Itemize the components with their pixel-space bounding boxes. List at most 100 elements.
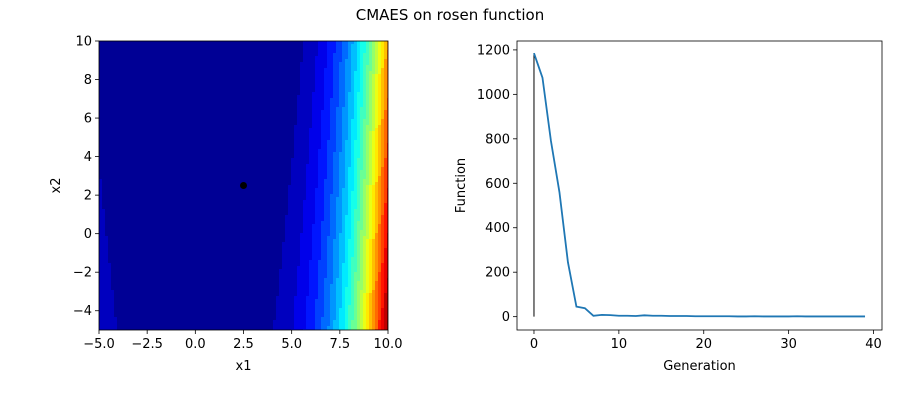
heatmap-cell xyxy=(315,62,319,66)
heatmap-cell xyxy=(348,143,352,147)
heatmap-cell xyxy=(216,188,220,192)
heatmap-cell xyxy=(186,134,190,138)
heatmap-cell xyxy=(147,56,151,60)
heatmap-cell xyxy=(330,56,334,60)
heatmap-cell xyxy=(126,167,130,171)
heatmap-cell xyxy=(135,131,139,135)
heatmap-cell xyxy=(111,68,115,72)
heatmap-cell xyxy=(174,101,178,105)
heatmap-cell xyxy=(102,53,106,57)
heatmap-cell xyxy=(111,119,115,123)
heatmap-cell xyxy=(198,68,202,72)
heatmap-cell xyxy=(243,173,247,177)
heatmap-cell xyxy=(165,125,169,129)
heatmap-cell xyxy=(333,176,337,180)
heatmap-cell xyxy=(294,131,298,135)
heatmap-cell xyxy=(123,65,127,69)
heatmap-cell xyxy=(153,158,157,162)
heatmap-cell xyxy=(132,104,136,108)
heatmap-cell xyxy=(111,149,115,153)
heatmap-cell xyxy=(348,95,352,99)
heatmap-cell xyxy=(369,179,373,183)
heatmap-cell xyxy=(366,188,370,192)
heatmap-cell xyxy=(108,95,112,99)
heatmap-cell xyxy=(216,122,220,126)
heatmap-cell xyxy=(168,65,172,69)
heatmap-cell xyxy=(195,116,199,120)
heatmap-cell xyxy=(159,182,163,186)
heatmap-cell xyxy=(183,53,187,57)
heatmap-cell xyxy=(111,77,115,81)
heatmap-cell xyxy=(252,161,256,165)
heatmap-cell xyxy=(147,122,151,126)
heatmap-cell xyxy=(315,155,319,159)
heatmap-cell xyxy=(108,179,112,183)
heatmap-cell xyxy=(285,74,289,78)
heatmap-cell xyxy=(183,104,187,108)
heatmap-cell xyxy=(117,158,121,162)
heatmap-cell xyxy=(204,146,208,150)
heatmap-cell xyxy=(180,179,184,183)
heatmap-cell xyxy=(276,164,280,168)
heatmap-cell xyxy=(243,98,247,102)
heatmap-cell xyxy=(153,50,157,54)
heatmap-cell xyxy=(345,74,349,78)
heatmap-cell xyxy=(156,95,160,99)
heatmap-cell xyxy=(216,167,220,171)
heatmap-cell xyxy=(369,65,373,69)
heatmap-cell xyxy=(330,149,334,153)
heatmap-cell xyxy=(156,131,160,135)
heatmap-cell xyxy=(375,62,379,66)
heatmap-cell xyxy=(114,131,118,135)
heatmap-cell xyxy=(150,80,154,84)
heatmap-cell xyxy=(174,164,178,168)
heatmap-cell xyxy=(363,158,367,162)
heatmap-cell xyxy=(120,158,124,162)
heatmap-cell xyxy=(180,98,184,102)
heatmap-cell xyxy=(174,80,178,84)
heatmap-cell xyxy=(126,152,130,156)
heatmap-cell xyxy=(288,155,292,159)
heatmap-cell xyxy=(246,77,250,81)
heatmap-cell xyxy=(114,179,118,183)
heatmap-cell xyxy=(372,107,376,111)
heatmap-cell xyxy=(285,182,289,186)
heatmap-cell xyxy=(303,131,307,135)
heatmap-cell xyxy=(117,182,121,186)
heatmap-cell xyxy=(360,182,364,186)
heatmap-cell xyxy=(240,65,244,69)
heatmap-cell xyxy=(312,47,316,51)
heatmap-cell xyxy=(303,161,307,165)
heatmap-cell xyxy=(198,122,202,126)
heatmap-cell xyxy=(213,56,217,60)
heatmap-cell xyxy=(252,125,256,129)
heatmap-cell xyxy=(132,89,136,93)
heatmap-cell xyxy=(378,101,382,105)
heatmap-cell xyxy=(303,80,307,84)
heatmap-cell xyxy=(252,113,256,117)
heatmap-cell xyxy=(189,143,193,147)
heatmap-cell xyxy=(216,128,220,132)
heatmap-cell xyxy=(126,137,130,141)
heatmap-cell xyxy=(156,149,160,153)
heatmap-cell xyxy=(201,92,205,96)
heatmap-cell xyxy=(318,104,322,108)
heatmap-cell xyxy=(363,92,367,96)
heatmap-cell xyxy=(324,56,328,60)
heatmap-cell xyxy=(108,146,112,150)
heatmap-cell xyxy=(252,149,256,153)
heatmap-cell xyxy=(246,140,250,144)
heatmap-cell xyxy=(126,50,130,54)
heatmap-cell xyxy=(348,137,352,141)
heatmap-cell xyxy=(276,71,280,75)
heatmap-cell xyxy=(291,41,295,45)
heatmap-cell xyxy=(108,176,112,180)
heatmap-cell xyxy=(261,53,265,57)
heatmap-cell xyxy=(234,50,238,54)
heatmap-cell xyxy=(369,170,373,174)
heatmap-cell xyxy=(258,101,262,105)
heatmap-cell xyxy=(204,164,208,168)
heatmap-cell xyxy=(258,62,262,66)
heatmap-cell xyxy=(228,152,232,156)
heatmap-cell xyxy=(234,101,238,105)
